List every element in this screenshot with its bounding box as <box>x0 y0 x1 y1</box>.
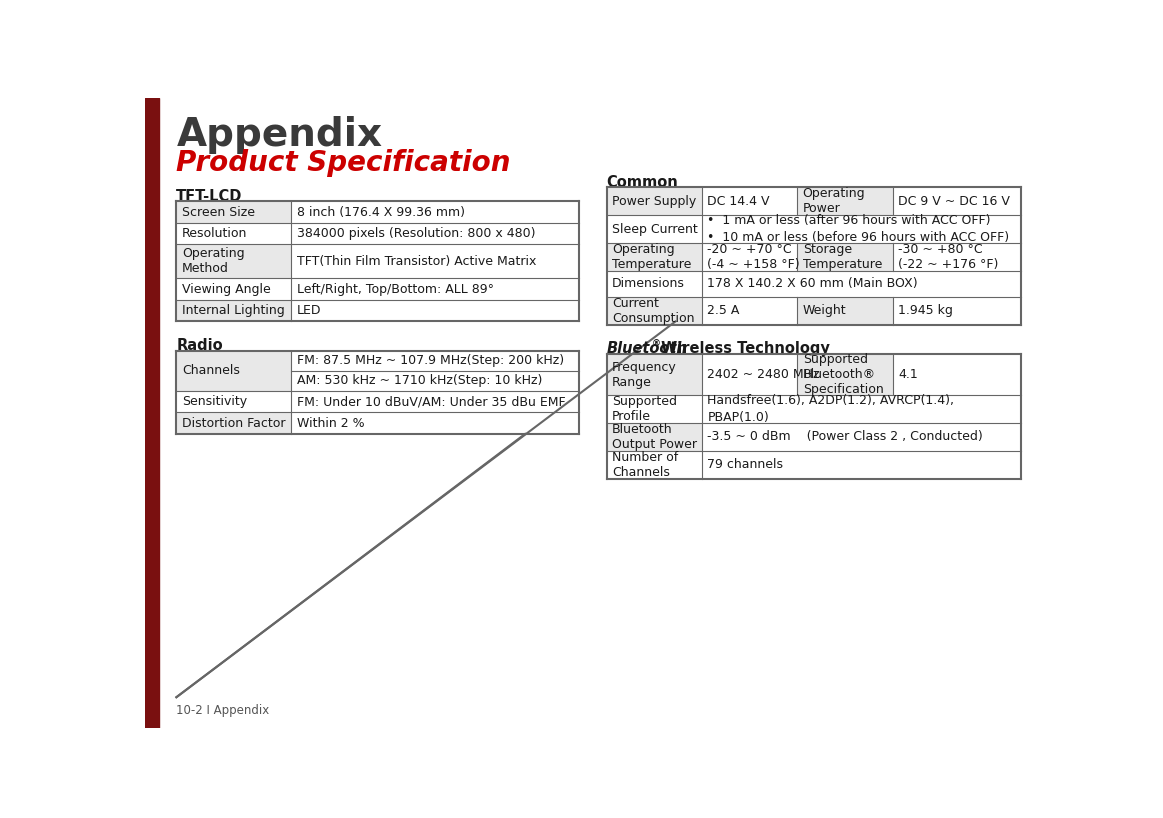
Bar <box>291 278 579 300</box>
Bar <box>177 222 291 245</box>
Text: Appendix: Appendix <box>177 116 383 154</box>
Text: Internal Lighting: Internal Lighting <box>181 304 285 317</box>
Bar <box>291 412 579 434</box>
Bar <box>177 278 291 300</box>
Bar <box>892 354 1021 395</box>
Text: Screen Size: Screen Size <box>181 205 255 218</box>
Bar <box>145 98 159 728</box>
Bar <box>797 243 892 271</box>
Text: Left/Right, Top/Bottom: ALL 89°: Left/Right, Top/Bottom: ALL 89° <box>297 283 493 295</box>
Text: Product Specification: Product Specification <box>177 149 511 177</box>
Bar <box>606 395 701 423</box>
Bar <box>291 300 579 321</box>
Text: DC 14.4 V: DC 14.4 V <box>707 195 770 208</box>
Text: Frequency
Range: Frequency Range <box>612 361 677 389</box>
Bar <box>606 451 701 479</box>
Bar <box>606 354 701 395</box>
Text: FM: 87.5 MHz ~ 107.9 MHz(Step: 200 kHz): FM: 87.5 MHz ~ 107.9 MHz(Step: 200 kHz) <box>297 354 564 367</box>
Bar <box>177 201 291 222</box>
Text: -20 ~ +70 °C
(-4 ~ +158 °F): -20 ~ +70 °C (-4 ~ +158 °F) <box>707 243 800 271</box>
Text: Within 2 %: Within 2 % <box>297 416 364 429</box>
Bar <box>701 187 797 215</box>
Bar <box>701 297 797 325</box>
Bar <box>892 297 1021 325</box>
Text: 4.1: 4.1 <box>898 368 918 381</box>
Bar <box>606 215 701 243</box>
Bar <box>701 271 1021 297</box>
Text: AM: 530 kHz ~ 1710 kHz(Step: 10 kHz): AM: 530 kHz ~ 1710 kHz(Step: 10 kHz) <box>297 375 542 387</box>
Text: Dimensions: Dimensions <box>612 277 685 290</box>
Text: 1.945 kg: 1.945 kg <box>898 304 952 317</box>
Bar <box>701 215 1021 243</box>
Bar <box>177 351 291 391</box>
Bar <box>606 187 701 215</box>
Text: Sleep Current: Sleep Current <box>612 222 698 236</box>
Text: -3.5 ~ 0 dBm    (Power Class 2 , Conducted): -3.5 ~ 0 dBm (Power Class 2 , Conducted) <box>707 430 983 443</box>
Bar <box>606 423 701 451</box>
Text: Sensitivity: Sensitivity <box>181 395 247 408</box>
Text: 178 X 140.2 X 60 mm (Main BOX): 178 X 140.2 X 60 mm (Main BOX) <box>707 277 918 290</box>
Text: Resolution: Resolution <box>181 227 248 240</box>
Bar <box>701 354 797 395</box>
Bar <box>177 300 291 321</box>
Bar <box>701 423 1021 451</box>
Bar <box>606 297 701 325</box>
Bar <box>797 187 892 215</box>
Text: 384000 pixels (Resolution: 800 x 480): 384000 pixels (Resolution: 800 x 480) <box>297 227 535 240</box>
Bar <box>291 222 579 245</box>
Text: Viewing Angle: Viewing Angle <box>181 283 271 295</box>
Text: Number of
Channels: Number of Channels <box>612 451 678 479</box>
Text: Radio: Radio <box>177 339 223 353</box>
Bar <box>797 297 892 325</box>
Text: Power Supply: Power Supply <box>612 195 697 208</box>
Bar <box>797 354 892 395</box>
Text: Handsfree(1.6), A2DP(1.2), AVRCP(1.4),
PBAP(1.0): Handsfree(1.6), A2DP(1.2), AVRCP(1.4), P… <box>707 394 955 425</box>
Text: 10-2 I Appendix: 10-2 I Appendix <box>177 704 270 717</box>
Text: 2402 ~ 2480 MHz: 2402 ~ 2480 MHz <box>707 368 820 381</box>
Text: -30 ~ +80 °C
(-22 ~ +176 °F): -30 ~ +80 °C (-22 ~ +176 °F) <box>898 243 998 271</box>
Bar <box>291 351 579 391</box>
Bar <box>892 243 1021 271</box>
Text: Weight: Weight <box>802 304 847 317</box>
Text: Operating
Method: Operating Method <box>181 247 244 276</box>
Text: Distortion Factor: Distortion Factor <box>181 416 285 429</box>
Bar <box>177 412 291 434</box>
Text: 79 channels: 79 channels <box>707 458 784 471</box>
Text: LED: LED <box>297 304 321 317</box>
Text: Storage
Temperature: Storage Temperature <box>802 243 882 271</box>
Text: 8 inch (176.4 X 99.36 mm): 8 inch (176.4 X 99.36 mm) <box>297 205 465 218</box>
Text: Operating
Power: Operating Power <box>802 187 865 215</box>
Text: Channels: Channels <box>181 364 240 377</box>
Text: ®: ® <box>651 340 661 349</box>
Bar <box>606 243 701 271</box>
Bar <box>291 391 579 412</box>
Bar <box>291 245 579 278</box>
Text: •  1 mA or less (after 96 hours with ACC OFF)
•  10 mA or less (before 96 hours : • 1 mA or less (after 96 hours with ACC … <box>707 214 1009 244</box>
Bar <box>701 395 1021 423</box>
Text: Current
Consumption: Current Consumption <box>612 297 694 325</box>
Bar <box>701 451 1021 479</box>
Text: Supported
Profile: Supported Profile <box>612 395 677 423</box>
Text: Wireless Technology: Wireless Technology <box>656 341 830 357</box>
Text: Common: Common <box>606 175 678 190</box>
Text: Operating
Temperature: Operating Temperature <box>612 243 691 271</box>
Text: TFT-LCD: TFT-LCD <box>177 189 243 204</box>
Bar <box>177 391 291 412</box>
Text: 2.5 A: 2.5 A <box>707 304 740 317</box>
Text: Supported
Bluetooth®
Specification: Supported Bluetooth® Specification <box>802 353 884 396</box>
Bar <box>291 201 579 222</box>
Text: Bluetooth
Output Power: Bluetooth Output Power <box>612 423 697 451</box>
Text: DC 9 V ~ DC 16 V: DC 9 V ~ DC 16 V <box>898 195 1009 208</box>
Bar <box>892 187 1021 215</box>
Bar <box>701 243 797 271</box>
Text: FM: Under 10 dBuV/AM: Under 35 dBu EMF: FM: Under 10 dBuV/AM: Under 35 dBu EMF <box>297 395 565 408</box>
Bar <box>177 245 291 278</box>
Text: Bluetooth: Bluetooth <box>606 341 687 357</box>
Bar <box>606 271 701 297</box>
Text: TFT(Thin Film Transistor) Active Matrix: TFT(Thin Film Transistor) Active Matrix <box>297 255 536 268</box>
